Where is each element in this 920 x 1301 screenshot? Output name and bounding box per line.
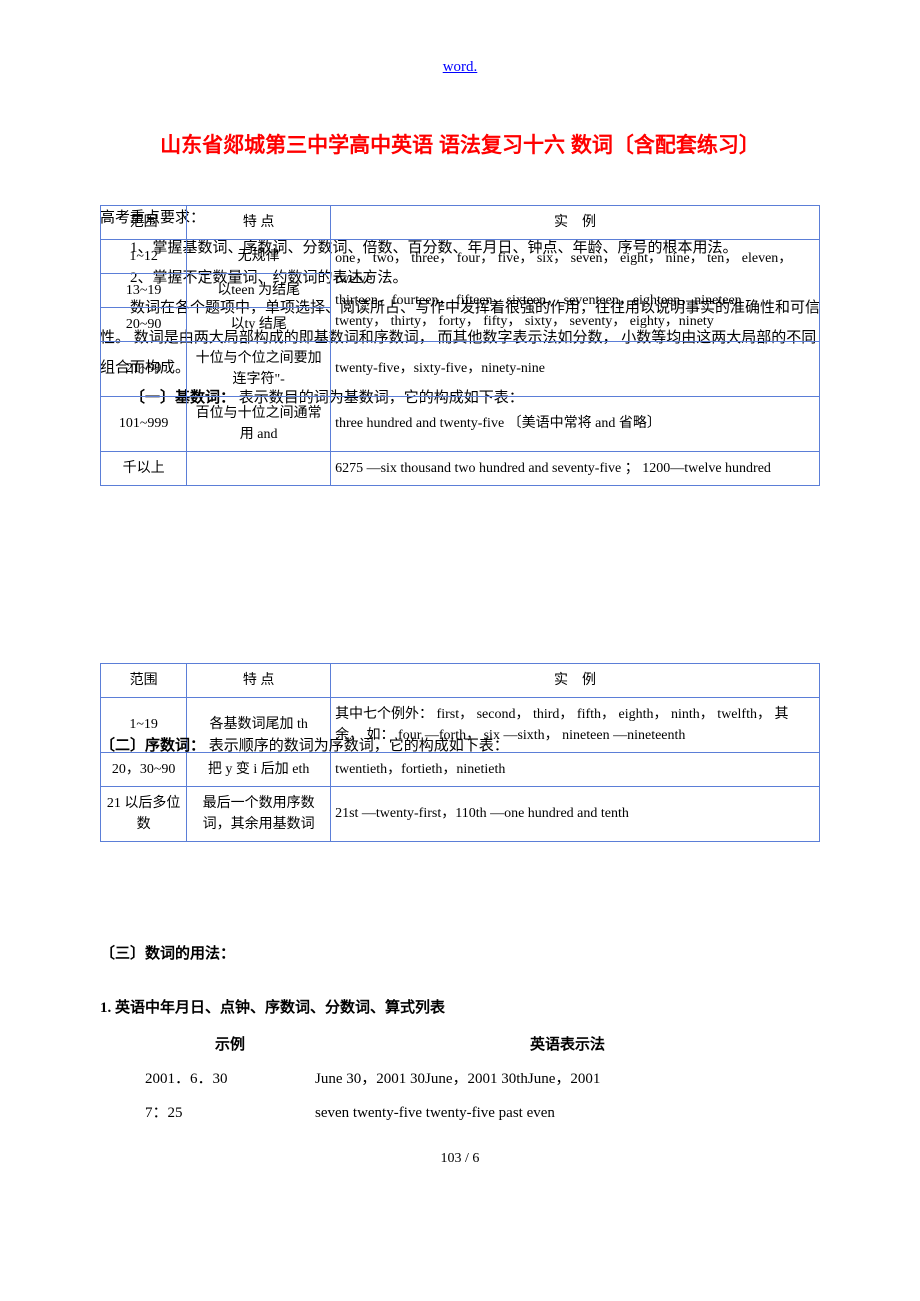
table-row: 千以上 6275 —six thousand two hundred and s… <box>101 451 820 485</box>
xushuci-text: 表示顺序的数词为序数词，它的构成如下表： <box>205 738 509 754</box>
xushuci-line: 〔二〕序数词： 表示顺序的数词为序数词，它的构成如下表： <box>100 731 509 761</box>
t1-r1-range: 13~19 <box>101 273 187 307</box>
t1-r0-feature: 无规律 <box>187 239 331 273</box>
t2-r2-range: 21 以后多位数 <box>101 786 187 841</box>
section3-title: 〔三〕数词的用法： <box>100 942 820 966</box>
t2-h0: 范围 <box>101 663 187 697</box>
t1-r4-example: three hundred and twenty-five 〔美语中常将 and… <box>331 396 820 451</box>
t2-r2-example: 21st —twenty-first，110th —one hundred an… <box>331 786 820 841</box>
list-header-row: 示例 英语表示法 <box>145 1030 820 1060</box>
t1-r5-range: 千以上 <box>101 451 187 485</box>
t1-r0-example: one， two， three， four， five， six， seven，… <box>331 239 820 341</box>
t1-ex1: thirteen，fourteen， fifteen，sixteen， seve… <box>335 293 742 308</box>
main-title: 山东省郯城第三中学高中英语 语法复习十六 数词〔含配套练习〕 <box>100 129 820 163</box>
row1-c1: 7：25 <box>145 1098 315 1128</box>
xushuci-label: 〔二〕序数词： <box>100 738 205 754</box>
table-row: 21~99 十位与个位之间要加连字符"- twenty-five，sixty-f… <box>101 341 820 396</box>
t1-ex2: twenty， thirty， forty， fifty， sixty， sev… <box>335 314 714 329</box>
t1-h1: 特 点 <box>187 205 331 239</box>
t1-r1-feature: 以teen 为结尾 <box>187 273 331 307</box>
col1-header: 示例 <box>145 1030 315 1060</box>
t1-h0: 范围 <box>101 205 187 239</box>
t1-r3-example: twenty-five，sixty-five，ninety-nine <box>331 341 820 396</box>
t1-r2-feature: 以ty 结尾 <box>187 307 331 341</box>
row1-c2: seven twenty-five twenty-five past even <box>315 1098 820 1128</box>
page-number: 103 / 6 <box>100 1148 820 1170</box>
t1-ex0: one， two， three， four， five， six， seven，… <box>335 251 792 287</box>
intro-overlay-container: 高考重点要求： 1、掌握基数词、序数词、分数词、倍数、百分数、年月日、钟点、年龄… <box>100 203 820 413</box>
expression-list: 示例 英语表示法 2001．6．30 June 30，2001 30June，2… <box>145 1030 820 1128</box>
t1-r4-range: 101~999 <box>101 396 187 451</box>
table-row: 范围 特 点 实 例 <box>101 663 820 697</box>
t1-r4-feature: 百位与十位之间通常用 and <box>187 396 331 451</box>
table-row: 21 以后多位数 最后一个数用序数词，其余用基数词 21st —twenty-f… <box>101 786 820 841</box>
row0-c1: 2001．6．30 <box>145 1064 315 1094</box>
cardinal-number-table: 范围 特 点 实 例 1~12 无规律 one， two， three， fou… <box>100 205 820 486</box>
t1-r3-range: 21~99 <box>101 341 187 396</box>
row0-c2: June 30，2001 30June，2001 30thJune，2001 <box>315 1064 820 1094</box>
t1-r0-range: 1~12 <box>101 239 187 273</box>
header-link[interactable]: word. <box>100 55 820 79</box>
t1-h2: 实 例 <box>331 205 820 239</box>
t2-h2: 实 例 <box>331 663 820 697</box>
table-row: 范围 特 点 实 例 <box>101 205 820 239</box>
t2-r2-feature: 最后一个数用序数词，其余用基数词 <box>187 786 331 841</box>
list-row: 7：25 seven twenty-five twenty-five past … <box>145 1098 820 1128</box>
table-row: 1~12 无规律 one， two， three， four， five， si… <box>101 239 820 273</box>
t1-r5-feature <box>187 451 331 485</box>
section3-sub1: 1. 英语中年月日、点钟、序数词、分数词、算式列表 <box>100 996 820 1020</box>
col2-header: 英语表示法 <box>315 1030 820 1060</box>
t1-r2-range: 20~90 <box>101 307 187 341</box>
t2-h1: 特 点 <box>187 663 331 697</box>
t1-r3-feature: 十位与个位之间要加连字符"- <box>187 341 331 396</box>
table-row: 101~999 百位与十位之间通常用 and three hundred and… <box>101 396 820 451</box>
t1-r5-example: 6275 —six thousand two hundred and seven… <box>331 451 820 485</box>
list-row: 2001．6．30 June 30，2001 30June，2001 30thJ… <box>145 1064 820 1094</box>
ordinal-overlay-container: 〔二〕序数词： 表示顺序的数词为序数词，它的构成如下表： 范围 特 点 实 例 … <box>100 663 820 842</box>
spacer2 <box>100 852 820 912</box>
